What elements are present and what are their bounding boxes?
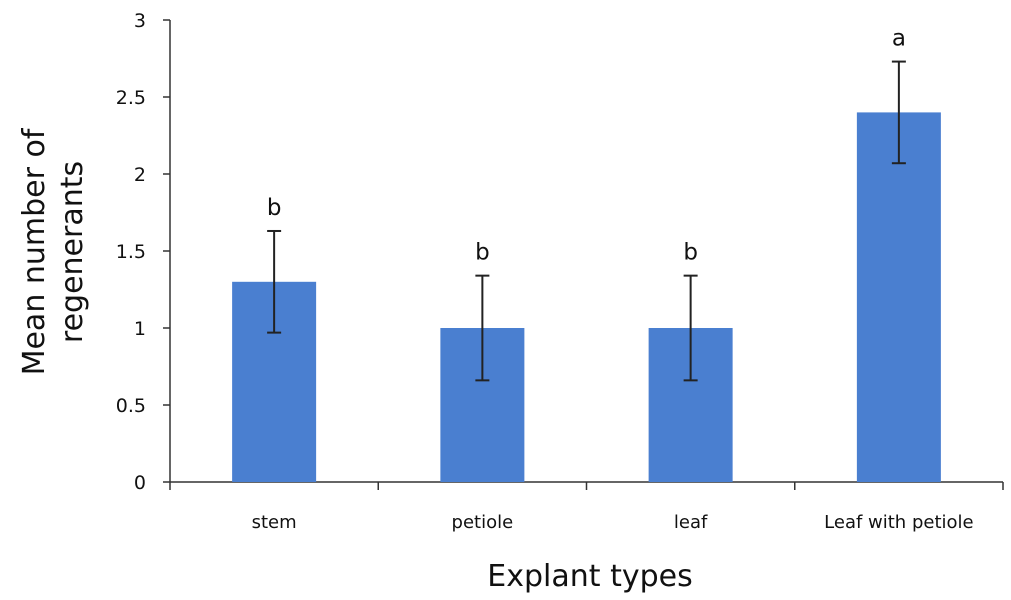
y-axis-title: Mean number of regenerants <box>17 127 90 375</box>
significance-label: b <box>475 240 490 266</box>
x-category-label: leaf <box>674 512 708 533</box>
x-axis-title: Explant types <box>487 559 692 594</box>
bars <box>232 112 941 483</box>
y-tick-label: 2.5 <box>116 87 146 109</box>
y-tick-label: 2 <box>134 164 146 186</box>
y-tick-label: 1 <box>134 318 146 340</box>
significance-label: b <box>267 195 282 221</box>
y-axis-title-line-2: regenerants <box>55 161 90 343</box>
x-category-label: petiole <box>452 512 514 533</box>
y-tick-label: 1.5 <box>116 241 146 263</box>
y-tick-label: 0 <box>134 472 146 494</box>
y-tick-label: 0.5 <box>116 395 146 417</box>
x-category-label: stem <box>252 512 297 533</box>
y-tick-label: 3 <box>134 10 146 32</box>
error-bars <box>267 60 906 382</box>
labels: b stem b petiole b leaf a Leaf with petiole <box>252 26 974 533</box>
significance-label: b <box>683 240 698 266</box>
y-axis-title-line-1: Mean number of <box>17 127 52 375</box>
significance-label: a <box>892 26 906 52</box>
bar <box>856 112 941 483</box>
x-category-label: Leaf with petiole <box>824 512 973 533</box>
